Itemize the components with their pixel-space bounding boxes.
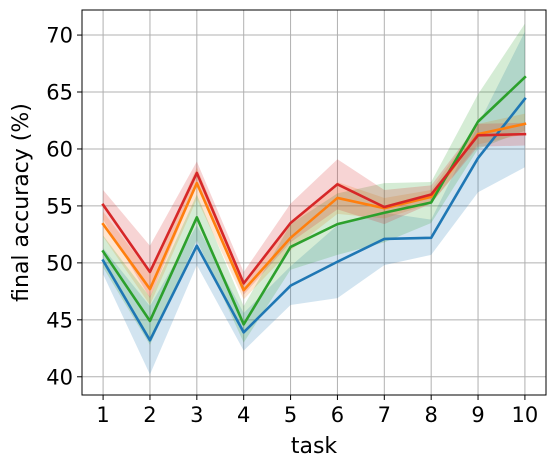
y-tick-label: 60 (46, 137, 73, 161)
x-tick-label: 8 (424, 403, 437, 427)
x-tick-label: 6 (331, 403, 344, 427)
x-tick-label: 3 (190, 403, 203, 427)
y-tick-label: 70 (46, 24, 73, 48)
x-tick-label: 1 (96, 403, 109, 427)
confidence-bands (103, 24, 525, 375)
y-tick-label: 55 (46, 194, 73, 218)
x-tick-label: 10 (512, 403, 539, 427)
x-tick-label: 7 (378, 403, 391, 427)
x-tick-label: 2 (143, 403, 156, 427)
x-axis-label: task (291, 434, 338, 459)
y-tick-label: 65 (46, 81, 73, 105)
x-tick-label: 4 (237, 403, 250, 427)
y-tick-label: 40 (46, 365, 73, 389)
x-tick-label: 5 (284, 403, 297, 427)
x-tick-label: 9 (471, 403, 484, 427)
y-tick-label: 45 (46, 308, 73, 332)
y-tick-label: 50 (46, 251, 73, 275)
y-axis-label: final accuracy (%) (9, 103, 34, 302)
